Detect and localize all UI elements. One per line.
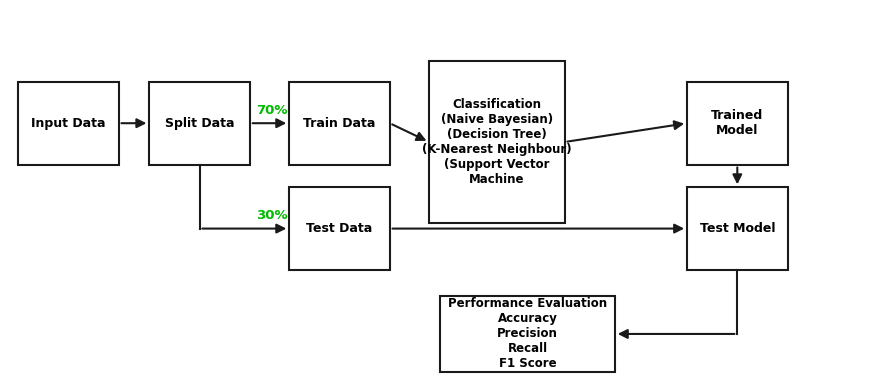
- FancyBboxPatch shape: [290, 82, 390, 165]
- FancyBboxPatch shape: [290, 187, 390, 270]
- Text: Trained
Model: Trained Model: [711, 109, 764, 137]
- Text: 70%: 70%: [256, 103, 288, 116]
- Text: Test Model: Test Model: [700, 222, 775, 235]
- Text: Test Data: Test Data: [306, 222, 372, 235]
- Text: Train Data: Train Data: [304, 117, 376, 130]
- Text: Split Data: Split Data: [165, 117, 234, 130]
- FancyBboxPatch shape: [687, 187, 788, 270]
- FancyBboxPatch shape: [18, 82, 119, 165]
- Text: Performance Evaluation
Accuracy
Precision
Recall
F1 Score: Performance Evaluation Accuracy Precisio…: [448, 298, 607, 370]
- FancyBboxPatch shape: [440, 296, 615, 372]
- FancyBboxPatch shape: [150, 82, 250, 165]
- Text: Input Data: Input Data: [31, 117, 106, 130]
- FancyBboxPatch shape: [687, 82, 788, 165]
- Text: Classification
(Naive Bayesian)
(Decision Tree)
(K-Nearest Neighbour)
(Support V: Classification (Naive Bayesian) (Decisio…: [422, 98, 572, 186]
- FancyBboxPatch shape: [429, 61, 565, 223]
- Text: 30%: 30%: [256, 209, 288, 222]
